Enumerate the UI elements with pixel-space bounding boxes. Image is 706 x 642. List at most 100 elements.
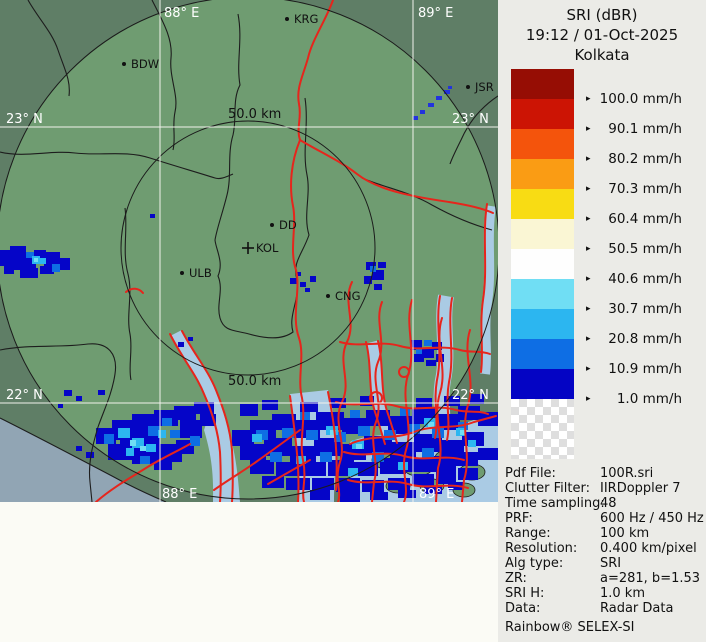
legend-entry: ▸ 100.0 mm/h bbox=[586, 90, 682, 108]
metadata-label: ZR: bbox=[505, 571, 527, 586]
software-brand: Rainbow® SELEX-SI bbox=[505, 620, 635, 635]
legend-entry-label: 40.6 mm/h bbox=[608, 271, 682, 287]
map-labels: 88° E 89° E 23° N 23° N 22° N 22° N 88° … bbox=[6, 6, 489, 502]
metadata-value: a=281, b=1.53 bbox=[600, 571, 701, 586]
metadata-label: Clutter Filter: bbox=[505, 481, 590, 496]
legend-tick-arrow-icon: ▸ bbox=[586, 334, 591, 344]
lat-label-left-23: 23° N bbox=[6, 112, 43, 127]
legend-swatch bbox=[511, 219, 574, 249]
info-panel: SRI (dBR) 19:12 / 01-Oct-2025 Kolkata ▸ 1… bbox=[498, 0, 706, 642]
rain-cell-west bbox=[0, 246, 70, 278]
range-ring-label-bottom: 50.0 km bbox=[228, 374, 281, 389]
city-dot-bdw bbox=[122, 62, 126, 66]
bottom-margin-area bbox=[0, 502, 498, 642]
legend-tick-arrow-icon: ▸ bbox=[586, 364, 591, 374]
district-boundaries bbox=[0, 0, 499, 503]
metadata-label: Time sampling: bbox=[505, 496, 605, 511]
rivers bbox=[95, 0, 497, 503]
metadata-value: 0.400 km/pixel bbox=[600, 541, 697, 556]
metadata-row: Alg type: SRI bbox=[505, 556, 703, 571]
color-scale-legend: ▸ 100.0 mm/h ▸ 90.1 mm/h ▸ 80.2 mm/h ▸ 70.3 … bbox=[498, 0, 706, 460]
city-dot-dd bbox=[270, 223, 274, 227]
legend-tick-arrow-icon: ▸ bbox=[586, 184, 591, 194]
land-base bbox=[0, 0, 499, 502]
legend-color-bar bbox=[511, 69, 574, 459]
legend-entry: ▸ 20.8 mm/h bbox=[586, 330, 682, 348]
metadata-row: PRF: 600 Hz / 450 Hz bbox=[505, 511, 704, 526]
graticule bbox=[0, 0, 498, 502]
metadata-row: ZR: a=281, b=1.53 bbox=[505, 571, 703, 586]
metadata-value: 1.0 km bbox=[600, 586, 645, 601]
metadata-label: Alg type: bbox=[505, 556, 564, 571]
legend-tick-arrow-icon: ▸ bbox=[586, 394, 591, 404]
legend-swatch bbox=[511, 159, 574, 189]
product-datetime: 19:12 / 01-Oct-2025 bbox=[525, 26, 679, 44]
legend-entry: ▸ 60.4 mm/h bbox=[586, 210, 682, 228]
metadata-row: Data: Radar Data bbox=[505, 601, 703, 616]
legend-entry-label: 80.2 mm/h bbox=[608, 151, 682, 167]
metadata-label: Range: bbox=[505, 526, 551, 541]
legend-entry: ▸ 50.5 mm/h bbox=[586, 240, 682, 258]
metadata-label: Data: bbox=[505, 601, 541, 616]
city-label-cng: CNG bbox=[335, 289, 361, 303]
product-name: SRI (dBR) bbox=[566, 6, 638, 24]
city-label-bdw: BDW bbox=[131, 57, 159, 71]
legend-tick-arrow-icon: ▸ bbox=[586, 94, 591, 104]
city-label-kol: KOL bbox=[256, 241, 279, 255]
city-markers: BDW KRG JSR DD KOL ULB CNG bbox=[122, 12, 494, 303]
legend-entry-label: 100.0 mm/h bbox=[599, 91, 682, 107]
radar-map-canvas: 88° E 89° E 23° N 23° N 22° N 22° N 88° … bbox=[0, 0, 500, 503]
metadata-row: Pdf File: 100R.sri bbox=[505, 466, 703, 481]
lat-label-right-22: 22° N bbox=[452, 388, 489, 403]
legend-swatch bbox=[511, 189, 574, 219]
metadata-label: PRF: bbox=[505, 511, 533, 526]
metadata-value: 100 km bbox=[600, 526, 650, 541]
rain-dashes-northeast bbox=[413, 86, 452, 120]
metadata-value: SRI bbox=[600, 556, 622, 571]
legend-tick-arrow-icon: ▸ bbox=[586, 274, 591, 284]
legend-tick-arrow-icon: ▸ bbox=[586, 304, 591, 314]
metadata-row: Time sampling: 48 bbox=[505, 496, 703, 511]
legend-entry-label: 50.5 mm/h bbox=[608, 241, 682, 257]
lon-label-bottom-88: 88° E bbox=[162, 487, 197, 502]
city-label-krg: KRG bbox=[294, 12, 318, 26]
city-label-dd: DD bbox=[279, 218, 297, 232]
lon-label-top-88: 88° E bbox=[164, 6, 199, 21]
lon-label-bottom-89: 89° E bbox=[419, 487, 454, 502]
legend-entry-label: 30.7 mm/h bbox=[608, 301, 682, 317]
product-header: SRI (dBR) 19:12 / 01-Oct-2025 Kolkata bbox=[498, 5, 706, 65]
metadata-value: 48 bbox=[600, 496, 617, 511]
legend-entry-label: 20.8 mm/h bbox=[608, 331, 682, 347]
metadata-block: Pdf File: 100R.sri Clutter Filter: IIRDopp… bbox=[505, 466, 704, 635]
city-dot-ulb bbox=[180, 271, 184, 275]
city-dot-krg bbox=[285, 17, 289, 21]
legend-swatch-nodata bbox=[511, 399, 574, 459]
product-station: Kolkata bbox=[574, 46, 630, 64]
metadata-label: Pdf File: bbox=[505, 466, 556, 481]
metadata-row: SRI H: 1.0 km bbox=[505, 586, 703, 601]
legend-swatch bbox=[511, 99, 574, 129]
legend-entry: ▸ 80.2 mm/h bbox=[586, 150, 682, 168]
legend-entry: ▸ 10.9 mm/h bbox=[586, 360, 682, 378]
lat-label-right-23: 23° N bbox=[452, 112, 489, 127]
radar-map: 88° E 89° E 23° N 23° N 22° N 22° N 88° … bbox=[0, 0, 500, 503]
legend-swatch bbox=[511, 339, 574, 369]
legend-tick-arrow-icon: ▸ bbox=[586, 244, 591, 254]
metadata-label: SRI H: bbox=[505, 586, 545, 601]
metadata-value: Radar Data bbox=[600, 601, 674, 616]
range-ring-label-top: 50.0 km bbox=[228, 107, 281, 122]
legend-entry-label: 90.1 mm/h bbox=[608, 121, 682, 137]
legend-swatch bbox=[511, 309, 574, 339]
metadata-value: 600 Hz / 450 Hz bbox=[600, 511, 704, 526]
legend-swatch bbox=[511, 69, 574, 99]
legend-swatch bbox=[511, 249, 574, 279]
legend-entry-label: 60.4 mm/h bbox=[608, 211, 682, 227]
city-dot-cng bbox=[326, 294, 330, 298]
city-label-ulb: ULB bbox=[189, 266, 212, 280]
legend-entry-label: 70.3 mm/h bbox=[608, 181, 682, 197]
legend-entry: ▸ 70.3 mm/h bbox=[586, 180, 682, 198]
rain-specks-center bbox=[58, 214, 316, 408]
legend-entry: ▸ 30.7 mm/h bbox=[586, 300, 682, 318]
metadata-label: Resolution: bbox=[505, 541, 578, 556]
